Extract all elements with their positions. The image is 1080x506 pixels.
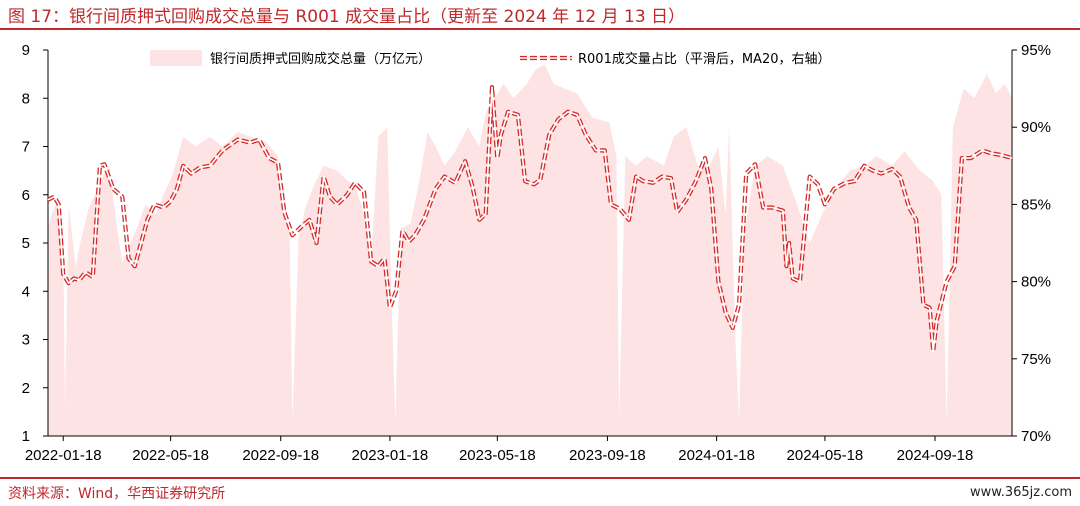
chart: 1 2 3 4 5 6 7 8 9 70% 75% 80% 85% 90% 95% 2022-01-18 202… bbox=[22, 42, 1051, 464]
x-tick-label: 2023-05-18 bbox=[459, 447, 536, 464]
y-left-tick-label: 1 bbox=[22, 428, 30, 445]
line-layer bbox=[47, 85, 1013, 354]
y-left-tick-label: 5 bbox=[22, 235, 30, 252]
source-note: 资料来源：Wind，华西证券研究所 bbox=[8, 486, 226, 502]
x-tick-label: 2024-05-18 bbox=[787, 447, 864, 464]
y-left-tick-label: 3 bbox=[22, 332, 30, 349]
y-right-tick-label: 70% bbox=[1021, 428, 1051, 445]
y-right-tick-label: 95% bbox=[1021, 42, 1051, 59]
series-area-volume bbox=[48, 64, 1012, 436]
legend-label-area: 银行间质押式回购成交总量（万亿元） bbox=[210, 51, 431, 67]
figure-title: 图 17：银行间质押式回购成交总量与 R001 成交量占比（更新至 2024 年… bbox=[8, 7, 686, 27]
y-left-tick-label: 4 bbox=[22, 283, 30, 300]
y-left-tick-label: 7 bbox=[22, 139, 30, 156]
watermark: www.365jz.com bbox=[970, 485, 1072, 500]
y-left-tick-label: 2 bbox=[22, 380, 30, 397]
y-right-tick-label: 75% bbox=[1021, 351, 1051, 368]
title-rule bbox=[0, 28, 1080, 30]
y-right-tick-label: 90% bbox=[1021, 119, 1051, 136]
y-left-tick-label: 6 bbox=[22, 187, 30, 204]
area-layer bbox=[48, 64, 1012, 436]
legend-label-line: R001成交量占比（平滑后，MA20，右轴） bbox=[578, 51, 831, 67]
x-tick-label: 2022-01-18 bbox=[25, 447, 102, 464]
legend: 银行间质押式回购成交总量（万亿元） R001成交量占比（平滑后，MA20，右轴） bbox=[150, 50, 831, 67]
series-line-r001-share-core bbox=[47, 86, 1013, 352]
bottom-rule bbox=[0, 477, 1080, 479]
y-right-tick-label: 80% bbox=[1021, 274, 1051, 291]
y-right-tick-label: 85% bbox=[1021, 196, 1051, 213]
y-left-tick-label: 8 bbox=[22, 90, 30, 107]
x-tick-label: 2024-01-18 bbox=[678, 447, 755, 464]
x-tick-label: 2023-09-18 bbox=[569, 447, 646, 464]
x-tick-label: 2023-01-18 bbox=[352, 447, 429, 464]
x-tick-label: 2022-05-18 bbox=[132, 447, 209, 464]
y-left-tick-label: 9 bbox=[22, 42, 30, 59]
x-tick-label: 2024-09-18 bbox=[897, 447, 974, 464]
axis-layer: 1 2 3 4 5 6 7 8 9 70% 75% 80% 85% 90% 95% 2022-01-18 202… bbox=[22, 42, 1051, 464]
legend-swatch-area bbox=[150, 50, 202, 66]
x-tick-label: 2022-09-18 bbox=[242, 447, 319, 464]
